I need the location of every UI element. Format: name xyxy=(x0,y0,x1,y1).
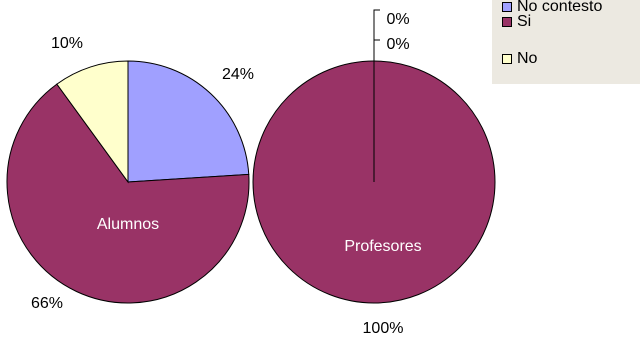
pie-name-alumnos: Alumnos xyxy=(97,216,159,233)
legend-swatch-si xyxy=(502,17,512,27)
legend-item-no-contesto: No contesto xyxy=(502,0,602,17)
leader-line-profesores-0 xyxy=(373,9,380,61)
slice-alumnos-no-contesto xyxy=(127,60,250,183)
data-label-profesores-si: 100% xyxy=(363,320,404,337)
legend-swatch-no xyxy=(502,54,512,64)
data-label-profesores-no: 0% xyxy=(386,36,409,53)
data-label-alumnos-no: 10% xyxy=(51,35,83,52)
pie-alumnos: 24% 66% 10% Alumnos xyxy=(6,35,254,312)
legend-swatch-no-contesto xyxy=(502,2,512,12)
data-label-profesores-no-contesto: 0% xyxy=(386,11,409,28)
pie-name-profesores: Profesores xyxy=(344,238,421,255)
data-label-alumnos-si: 66% xyxy=(31,295,63,312)
legend: No contesto Si No xyxy=(492,0,640,84)
slice-alumnos-si xyxy=(6,83,250,304)
slice-alumnos-no xyxy=(56,60,129,184)
legend-label-si: Si xyxy=(517,13,532,30)
legend-item-no: No xyxy=(502,49,537,69)
pie-profesores: 0% 100% 0% Profesores xyxy=(252,9,496,337)
legend-label-no: No xyxy=(517,50,538,67)
data-label-alumnos-no-contesto: 24% xyxy=(222,66,254,83)
legend-item-si: Si xyxy=(502,12,531,32)
legend-label-no-contesto: No contesto xyxy=(517,0,603,15)
